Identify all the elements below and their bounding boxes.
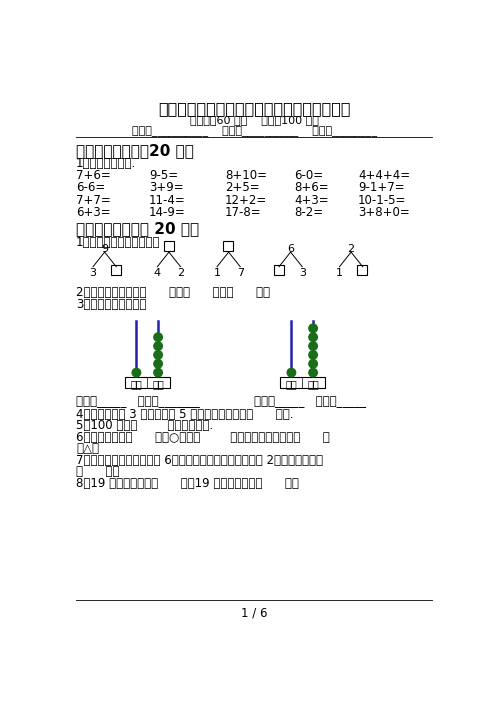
Bar	[223, 241, 233, 251]
Text: 11-4=: 11-4=	[149, 194, 186, 206]
Text: 12+2=: 12+2=	[225, 194, 267, 206]
Text: 一、计算小能手（20 分）: 一、计算小能手（20 分）	[76, 143, 194, 158]
Text: （时间：60 分钟    分数：100 分）: （时间：60 分钟 分数：100 分）	[190, 115, 318, 125]
Circle shape	[154, 359, 162, 368]
Text: 9-1+7=: 9-1+7=	[358, 181, 405, 194]
Text: 8-2=: 8-2=	[295, 206, 323, 219]
Text: 4+4+4=: 4+4+4=	[358, 169, 410, 182]
Text: 写作：_____   读作：_______: 写作：_____ 读作：_______	[76, 395, 200, 408]
Text: 班级：__________    姓名：__________    分数：________: 班级：__________ 姓名：__________ 分数：________	[131, 126, 377, 138]
Text: 14-9=: 14-9=	[149, 206, 186, 219]
Text: 十位: 十位	[286, 379, 297, 389]
Bar	[164, 241, 174, 251]
Text: 写作：_____   读作：_____: 写作：_____ 读作：_____	[254, 395, 366, 408]
Text: 6、下图中，有（      ）个○。有（        ）个（长方形）；有（      ）: 6、下图中，有（ ）个○。有（ ）个（长方形）；有（ ）	[76, 431, 330, 444]
Text: 个位: 个位	[152, 379, 164, 389]
Text: 2: 2	[348, 244, 355, 253]
Circle shape	[309, 342, 317, 350]
Text: 6+3=: 6+3=	[76, 206, 111, 219]
Text: 2、人民币的单位有（      ）、（      ）、（      ）。: 2、人民币的单位有（ ）、（ ）、（ ）。	[76, 286, 270, 299]
Text: 6-0=: 6-0=	[295, 169, 323, 182]
Text: 5、100 是由（        ）个十组成的.: 5、100 是由（ ）个十组成的.	[76, 419, 213, 432]
Bar	[125, 377, 170, 388]
Text: 8、19 前面一个数是（      ）；19 后面一个数是（      ）。: 8、19 前面一个数是（ ）；19 后面一个数是（ ）。	[76, 477, 299, 490]
Bar	[280, 377, 325, 388]
Text: 二、填空题。（共 20 分）: 二、填空题。（共 20 分）	[76, 221, 199, 237]
Text: （      ）。: （ ）。	[76, 465, 120, 478]
Text: 3+8+0=: 3+8+0=	[358, 206, 410, 219]
Text: 4+3=: 4+3=	[295, 194, 329, 206]
Text: 4: 4	[154, 267, 161, 277]
Text: 6-6=: 6-6=	[76, 181, 105, 194]
Text: 个位: 个位	[307, 379, 319, 389]
Text: 个△。: 个△。	[76, 442, 99, 456]
Circle shape	[309, 359, 317, 368]
Text: 7+7=: 7+7=	[76, 194, 111, 206]
Text: 2+5=: 2+5=	[225, 181, 259, 194]
Text: 8+10=: 8+10=	[225, 169, 267, 182]
Text: 7: 7	[237, 267, 244, 277]
Text: 1: 1	[213, 267, 221, 277]
Bar	[274, 265, 284, 275]
Circle shape	[287, 369, 296, 377]
Text: 1: 1	[336, 267, 343, 277]
Text: 10-1-5=: 10-1-5=	[358, 194, 406, 206]
Circle shape	[309, 369, 317, 377]
Circle shape	[154, 369, 162, 377]
Text: 9-5=: 9-5=	[149, 169, 178, 182]
Bar	[357, 265, 368, 275]
Text: 1、在口里填上合适的数。: 1、在口里填上合适的数。	[76, 236, 160, 249]
Text: 6: 6	[287, 244, 294, 253]
Circle shape	[154, 351, 162, 359]
Circle shape	[309, 333, 317, 341]
Text: 3+9=: 3+9=	[149, 181, 184, 194]
Circle shape	[309, 324, 317, 333]
Text: 8+6=: 8+6=	[295, 181, 329, 194]
Text: 十位: 十位	[130, 379, 142, 389]
Text: 7+6=: 7+6=	[76, 169, 111, 182]
Circle shape	[154, 333, 162, 341]
Text: 3: 3	[299, 267, 306, 277]
Text: 7、一个两位数，十位上是 6，个位上的数比十位上的数小 2，这个两位数是: 7、一个两位数，十位上是 6，个位上的数比十位上的数小 2，这个两位数是	[76, 453, 323, 467]
Text: 9: 9	[101, 244, 108, 253]
Bar	[111, 265, 121, 275]
Text: 2: 2	[177, 267, 184, 277]
Circle shape	[132, 369, 141, 377]
Text: 4、小红前面有 3 人，后面有 5 人，这一排一共有（      ）人.: 4、小红前面有 3 人，后面有 5 人，这一排一共有（ ）人.	[76, 408, 294, 420]
Circle shape	[309, 351, 317, 359]
Text: 1 / 6: 1 / 6	[241, 607, 267, 619]
Text: 1、直接写出得数.: 1、直接写出得数.	[76, 157, 136, 171]
Text: 3、写一写，读一读。: 3、写一写，读一读。	[76, 298, 146, 310]
Circle shape	[154, 342, 162, 350]
Text: 青岛版一年级数学下册期末考试卷（完整版）: 青岛版一年级数学下册期末考试卷（完整版）	[158, 101, 351, 116]
Text: 3: 3	[89, 267, 97, 277]
Text: 17-8=: 17-8=	[225, 206, 261, 219]
